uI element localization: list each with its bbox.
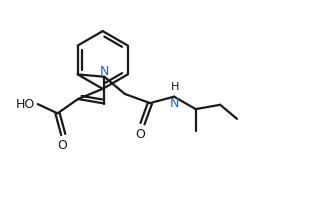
Text: N: N bbox=[100, 65, 109, 78]
Text: HO: HO bbox=[16, 98, 35, 111]
Text: O: O bbox=[136, 128, 145, 141]
Text: N: N bbox=[170, 97, 179, 110]
Text: H: H bbox=[170, 82, 179, 92]
Text: O: O bbox=[57, 139, 67, 152]
